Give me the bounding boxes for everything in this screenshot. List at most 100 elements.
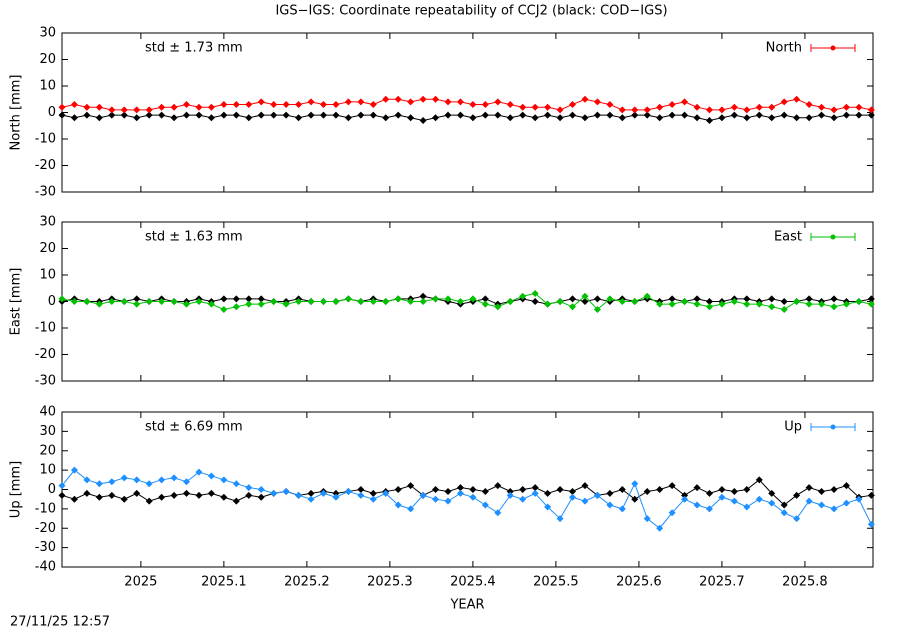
point bbox=[432, 114, 440, 122]
point bbox=[382, 114, 390, 122]
x-axis-label: YEAR bbox=[449, 598, 484, 613]
point bbox=[170, 474, 178, 482]
point bbox=[58, 482, 66, 490]
point bbox=[793, 95, 801, 103]
point bbox=[818, 501, 826, 509]
point bbox=[120, 111, 128, 119]
point bbox=[207, 103, 215, 111]
x-tick-label: 2025.8 bbox=[782, 575, 828, 590]
point bbox=[407, 114, 415, 122]
point bbox=[643, 292, 651, 300]
point bbox=[257, 98, 265, 106]
point bbox=[120, 495, 128, 503]
point bbox=[867, 300, 875, 308]
point bbox=[270, 489, 278, 497]
point bbox=[867, 295, 875, 303]
point bbox=[357, 491, 365, 499]
point bbox=[631, 111, 639, 119]
point bbox=[556, 106, 564, 114]
point bbox=[593, 111, 601, 119]
point bbox=[643, 515, 651, 523]
point bbox=[793, 491, 801, 499]
point bbox=[295, 491, 303, 499]
point bbox=[581, 95, 589, 103]
point bbox=[444, 487, 452, 495]
point bbox=[319, 111, 327, 119]
point bbox=[668, 295, 676, 303]
point bbox=[70, 466, 78, 474]
point bbox=[220, 111, 228, 119]
point bbox=[158, 111, 166, 119]
y-tick-label: -40 bbox=[35, 560, 56, 575]
point bbox=[195, 491, 203, 499]
point bbox=[855, 103, 863, 111]
point bbox=[357, 298, 365, 305]
point bbox=[606, 111, 614, 119]
point bbox=[681, 98, 689, 106]
point bbox=[444, 98, 452, 106]
point bbox=[232, 480, 240, 488]
point bbox=[544, 489, 552, 497]
y-tick-label: 0 bbox=[48, 482, 56, 497]
point bbox=[469, 486, 477, 493]
point bbox=[344, 114, 352, 122]
point bbox=[668, 101, 676, 109]
point bbox=[519, 486, 527, 493]
point bbox=[730, 111, 738, 119]
point bbox=[768, 295, 776, 303]
point bbox=[307, 298, 315, 305]
point bbox=[705, 489, 713, 497]
point bbox=[544, 111, 552, 119]
y-tick-label: -10 bbox=[35, 501, 56, 516]
legend-label: Up bbox=[784, 420, 802, 435]
point bbox=[83, 489, 91, 497]
point bbox=[693, 501, 701, 509]
point bbox=[668, 111, 676, 119]
point bbox=[245, 300, 253, 308]
point bbox=[419, 298, 427, 305]
point bbox=[270, 111, 278, 119]
point bbox=[842, 499, 850, 507]
point bbox=[593, 295, 601, 303]
point bbox=[432, 95, 440, 103]
point bbox=[481, 295, 489, 303]
point bbox=[618, 106, 626, 114]
point bbox=[83, 298, 91, 305]
point bbox=[245, 114, 253, 122]
point bbox=[643, 487, 651, 495]
point bbox=[705, 505, 713, 513]
series-line bbox=[61, 479, 872, 506]
point bbox=[506, 298, 514, 305]
point bbox=[456, 298, 464, 305]
point bbox=[705, 298, 713, 305]
point bbox=[755, 103, 763, 111]
point bbox=[705, 116, 713, 124]
point bbox=[693, 484, 701, 492]
x-tick-label: 2025 bbox=[124, 575, 157, 590]
point bbox=[58, 111, 66, 119]
point bbox=[183, 300, 191, 308]
point bbox=[494, 98, 502, 106]
point bbox=[220, 101, 228, 109]
point bbox=[232, 497, 240, 505]
point bbox=[755, 495, 763, 503]
point bbox=[818, 487, 826, 495]
point bbox=[95, 480, 103, 488]
point bbox=[569, 487, 577, 495]
point bbox=[855, 298, 863, 305]
point bbox=[344, 295, 352, 303]
point bbox=[307, 495, 315, 503]
plot-frame bbox=[61, 411, 874, 568]
point bbox=[531, 290, 539, 298]
point bbox=[70, 114, 78, 122]
y-tick-label: 0 bbox=[48, 105, 56, 120]
point bbox=[133, 489, 141, 497]
point bbox=[606, 489, 614, 497]
point bbox=[618, 505, 626, 513]
point bbox=[818, 300, 826, 308]
legend-marker bbox=[830, 45, 836, 51]
point bbox=[394, 95, 402, 103]
point bbox=[444, 111, 452, 119]
point bbox=[506, 114, 514, 122]
